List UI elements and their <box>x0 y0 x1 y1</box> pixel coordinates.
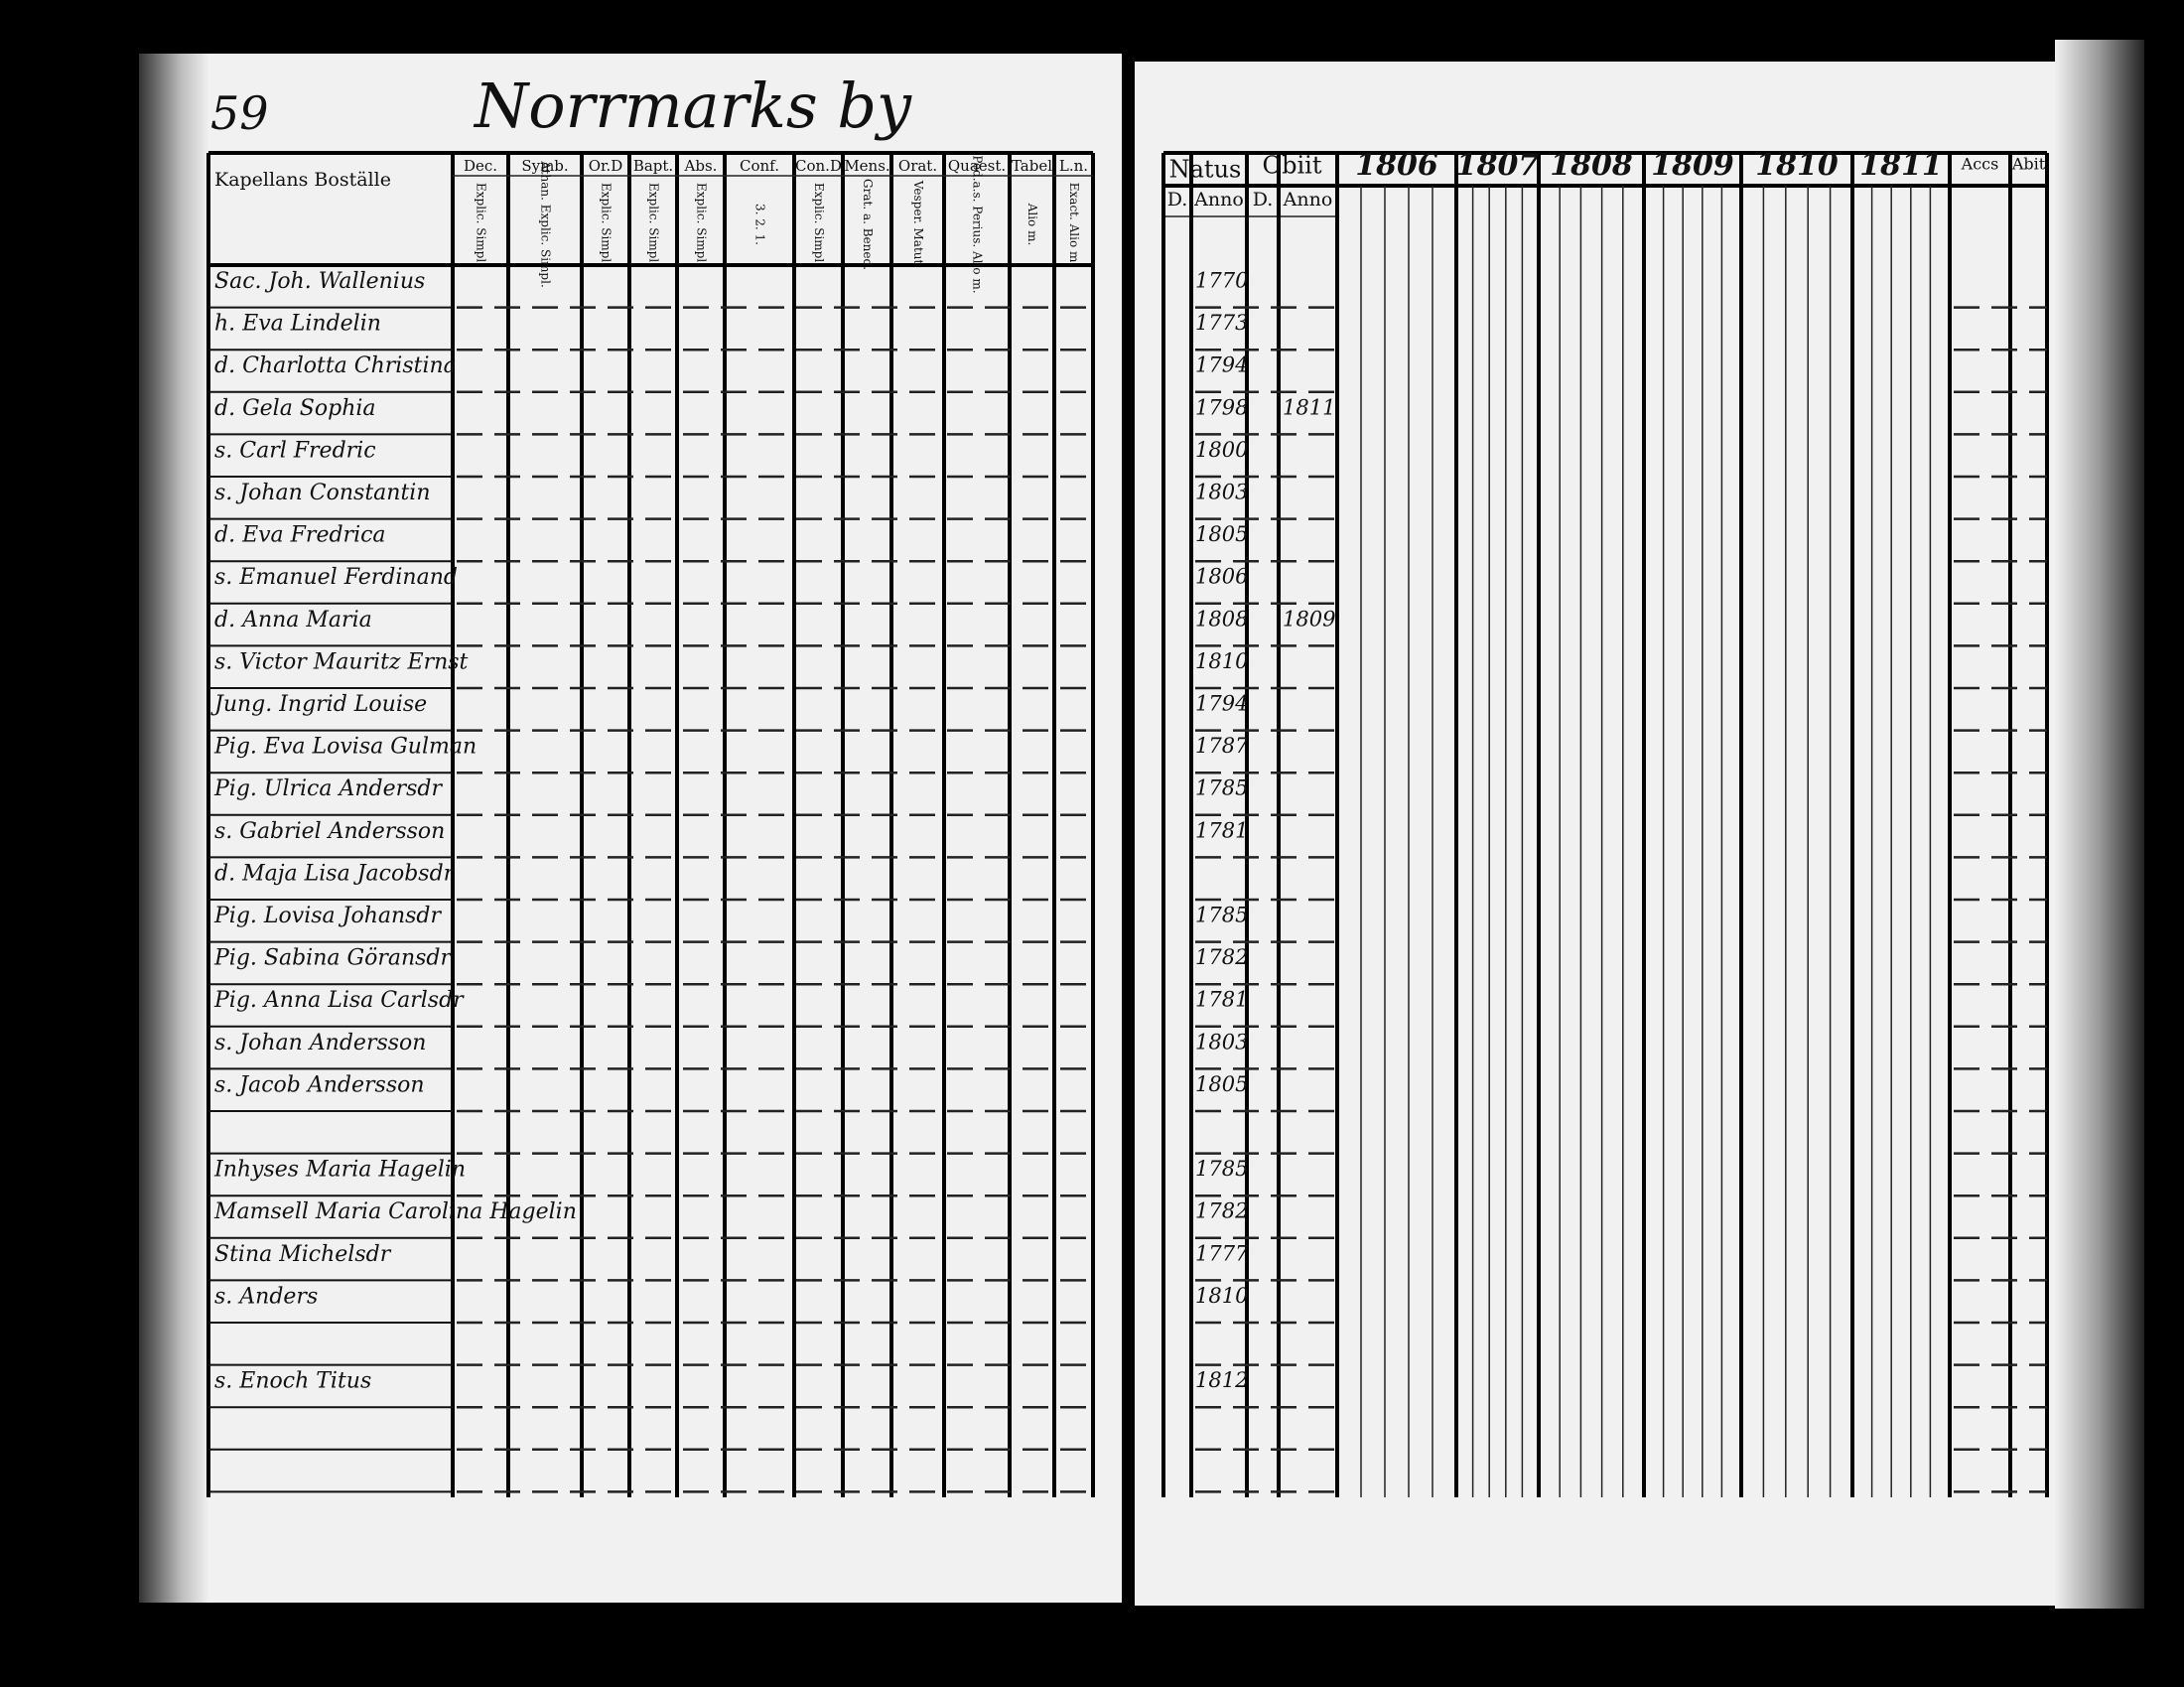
column-subtitle: 3. 2. 1. <box>753 204 767 245</box>
year-heading: 1811 <box>1859 148 1943 183</box>
birth-year: 1781 <box>1195 818 1248 842</box>
person-name: s. Victor Mauritz Ernst <box>214 649 469 674</box>
person-name: Pig. Sabina Göransdr <box>213 946 452 971</box>
column-title: Quaest. <box>948 157 1006 175</box>
person-name: Pig. Lovisa Johansdr <box>213 904 443 928</box>
table-content: Kapellans Boställe Dec. Explic. Simpl. Symb… <box>210 148 2046 1394</box>
person-name: d. Charlotta Christina <box>214 353 457 378</box>
year-heading: 1808 <box>1550 148 1633 183</box>
birth-year: 1805 <box>1195 522 1248 546</box>
person-name: h. Eva Lindelin <box>214 312 381 337</box>
birth-year: 1785 <box>1195 904 1248 927</box>
person-name: Pig. Ulrica Andersdr <box>213 776 444 801</box>
column-subtitle: Explic. Simpl. <box>647 183 661 266</box>
person-name: Pig. Anna Lisa Carlsdr <box>213 988 465 1013</box>
column-title: Or.D <box>589 157 623 175</box>
birth-year: 1803 <box>1195 481 1248 504</box>
person-name: s. Johan Constantin <box>214 481 431 505</box>
column-subtitle: Vesper. Matut. <box>911 180 925 268</box>
table-grid <box>206 151 2049 1497</box>
anno-heading: Anno <box>1283 189 1333 211</box>
right-page <box>1135 62 2098 1606</box>
person-name: Inhyses Maria Hagelin <box>213 1158 466 1183</box>
person-name: Pig. Eva Lovisa Gulman <box>213 735 477 760</box>
person-name: Mamsell Maria Carolina Hagelin <box>213 1199 577 1224</box>
person-name: Jung. Ingrid Louise <box>210 692 427 717</box>
column-title: Dec. <box>464 157 497 175</box>
column-title: Con.D <box>795 157 842 175</box>
person-name: s. Jacob Andersson <box>214 1072 425 1097</box>
column-title: Symb. <box>521 157 568 175</box>
person-name: d. Gela Sophia <box>214 396 376 421</box>
column-title: Mens. <box>844 157 889 175</box>
person-name: s. Anders <box>214 1284 318 1309</box>
person-name: d. Maja Lisa Jacobsdr <box>214 861 456 886</box>
birth-year: 1806 <box>1195 565 1248 589</box>
birth-year: 1781 <box>1195 988 1248 1012</box>
column-title: Abs. <box>684 157 718 175</box>
person-name: s. Emanuel Ferdinand <box>214 565 458 590</box>
birth-year: 1770 <box>1195 269 1248 293</box>
page-number: 59 <box>210 86 269 140</box>
column-subtitle: Explic. Simpl. <box>695 183 709 266</box>
birth-year: 1794 <box>1195 692 1248 716</box>
right-page-edge <box>2055 40 2144 1609</box>
year-heading: 1809 <box>1651 148 1734 183</box>
person-name: Sac. Joh. Wallenius <box>214 269 425 294</box>
column-subtitle: Alio m. <box>1025 203 1039 246</box>
birth-year: 1785 <box>1195 776 1248 800</box>
obiit-heading: Obiit <box>1262 152 1321 180</box>
birth-year: 1805 <box>1195 1072 1248 1096</box>
natus-heading: Natus <box>1169 156 1242 184</box>
column-subtitle: Athan. Explic. Simpl. <box>539 160 553 288</box>
day-heading: D. <box>1253 189 1274 211</box>
birth-year: 1810 <box>1195 649 1248 673</box>
birth-year: 1798 <box>1195 395 1248 419</box>
year-heading: 1810 <box>1755 148 1839 183</box>
birth-year: 1794 <box>1195 353 1248 377</box>
person-name: d. Eva Fredrica <box>214 523 386 548</box>
person-name: s. Enoch Titus <box>214 1369 371 1394</box>
birth-year: 1782 <box>1195 945 1248 969</box>
birth-year: 1803 <box>1195 1030 1248 1054</box>
column-subtitle: Explic. Simpl. <box>600 183 614 266</box>
column-subtitle: Ped.a.s. Perius. Alio m. <box>971 155 985 293</box>
person-name: d. Anna Maria <box>214 608 372 633</box>
place-title: Norrmarks by <box>473 70 912 142</box>
person-name: Stina Michelsdr <box>214 1242 392 1267</box>
birth-year: 1773 <box>1195 311 1248 335</box>
birth-year: 1777 <box>1195 1241 1249 1265</box>
year-heading: 1806 <box>1355 148 1438 183</box>
birth-year: 1787 <box>1195 734 1249 758</box>
death-year: 1811 <box>1283 395 1335 419</box>
column-title: Orat. <box>898 157 937 175</box>
birth-year: 1812 <box>1195 1368 1248 1392</box>
column-title: L.n. <box>1059 157 1088 175</box>
abiit-heading: Abit <box>2011 155 2046 174</box>
birth-year: 1810 <box>1195 1284 1248 1308</box>
name-heading: Kapellans Boställe <box>214 169 391 191</box>
day-heading: D. <box>1167 189 1188 211</box>
person-name: s. Carl Fredric <box>214 438 376 463</box>
birth-year: 1808 <box>1195 607 1248 631</box>
person-name: s. Johan Andersson <box>214 1031 426 1055</box>
birth-year: 1782 <box>1195 1199 1248 1223</box>
anno-heading: Anno <box>1193 189 1244 211</box>
accessit-heading: Accs <box>1961 155 1999 174</box>
person-name: s. Gabriel Andersson <box>214 819 445 844</box>
death-year: 1809 <box>1283 607 1335 631</box>
column-subtitle: Explic. Simpl. <box>812 183 826 266</box>
column-subtitle: Exact. Alio m. <box>1067 183 1081 266</box>
column-subtitle: Grat. a. Bened. <box>861 179 875 270</box>
column-title: Bapt. <box>633 157 673 175</box>
year-heading: 1807 <box>1456 148 1540 183</box>
birth-year: 1785 <box>1195 1157 1248 1181</box>
column-title: Tabel <box>1012 157 1052 175</box>
birth-year: 1800 <box>1195 438 1248 462</box>
column-title: Conf. <box>740 157 779 175</box>
left-page-edge <box>139 54 208 1603</box>
column-subtitle: Explic. Simpl. <box>475 183 488 266</box>
